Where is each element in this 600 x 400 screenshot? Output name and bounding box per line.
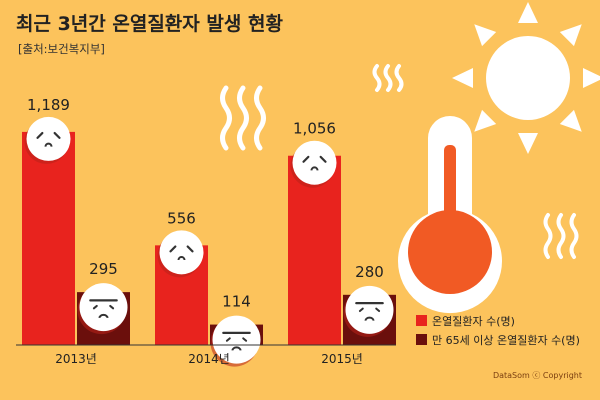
sun-icon: [452, 2, 600, 154]
sad-face-icon: [24, 116, 71, 164]
value-label-elderly-2: 280: [355, 263, 384, 281]
sad-face-icon: [77, 283, 128, 335]
category-label-1: 2014년: [188, 352, 230, 366]
value-label-total-1: 556: [167, 209, 196, 227]
legend-label-total: 온열질환자 수(명): [432, 315, 515, 328]
legend-swatch-elderly: [416, 334, 427, 345]
bar-total-0: [22, 131, 75, 345]
category-label-0: 2013년: [55, 352, 97, 366]
value-label-total-2: 1,056: [293, 120, 336, 138]
heat-wave-icon: [220, 85, 266, 151]
thermometer-icon: [398, 116, 502, 314]
legend-swatch-total: [416, 315, 427, 326]
chart-title: 최근 3년간 온열질환자 발생 현황: [16, 12, 283, 35]
value-label-total-0: 1,189: [27, 96, 70, 114]
heat-wave-icon: [543, 213, 579, 259]
legend: 온열질환자 수(명) 만 65세 이상 온열질환자 수(명): [416, 315, 580, 347]
legend-label-elderly: 만 65세 이상 온열질환자 수(명): [432, 334, 580, 347]
value-label-elderly-1: 114: [222, 293, 251, 311]
copyright-text: DataSom ⓒ Copyright: [493, 371, 582, 380]
category-label-2: 2015년: [321, 352, 363, 366]
sad-face-icon: [210, 315, 261, 367]
sad-face-icon: [157, 230, 204, 278]
heat-wave-icon: [372, 64, 404, 92]
value-label-elderly-0: 295: [89, 260, 118, 278]
sad-face-icon: [343, 285, 394, 337]
sad-face-icon: [290, 140, 337, 188]
chart-subtitle: [출처:보건복지부]: [18, 42, 105, 56]
